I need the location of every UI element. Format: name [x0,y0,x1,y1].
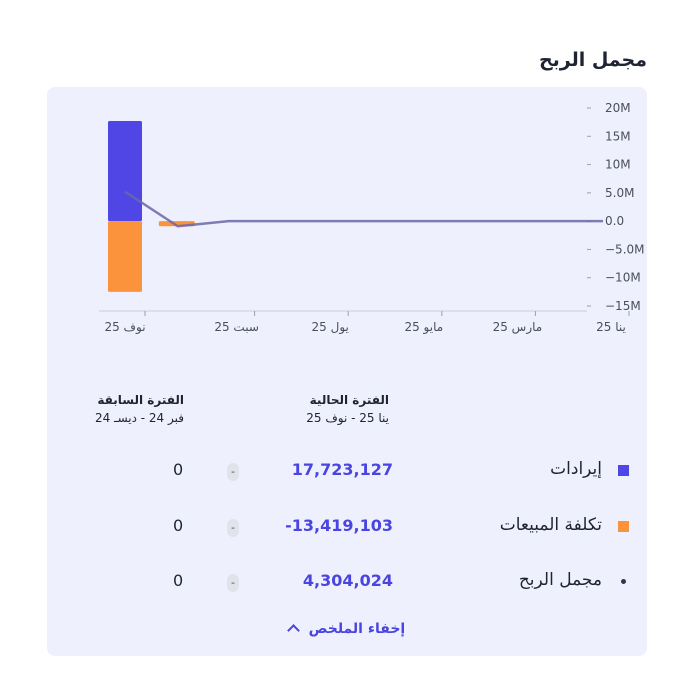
x-tick-label: مارس 25 [493,320,543,335]
previous-value: 0 [173,460,184,479]
y-tick-label: −5.0M [605,242,645,256]
widget-title: مجمل الربح [538,49,647,71]
x-tick-label: ينا 25 [596,320,626,334]
current-value: 17,723,127 [291,460,393,479]
current-value: -13,419,103 [285,516,393,535]
summary-row-gross-profit: مجمل الربح 4,304,024 - 0 [47,570,647,600]
y-tick-label: 5.0M [605,186,634,200]
x-tick-label: نوف 25 [104,320,145,335]
chart-card: 20M 15M 10M 5.0M 0.0 −5.0M −10M −15M نوف 25 سبت 2… [47,87,647,656]
previous-value: 0 [173,571,184,590]
x-tick-label: مايو 25 [404,320,443,335]
gross-profit-chart: 20M 15M 10M 5.0M 0.0 −5.0M −10M −15M نوف 25 سبت 2… [99,101,645,335]
summary-row-cost-of-sales: تكلفة المبيعات -13,419,103 - 0 [47,515,647,545]
current-period-title: الفترة الحالية [309,393,389,407]
change-badge: - [227,519,239,537]
y-tick-label: 10M [605,158,631,172]
summary-row-label: مجمل الربح [518,570,602,590]
summary-row-label: تكلفة المبيعات [499,515,602,535]
current-value: 4,304,024 [302,571,393,590]
previous-period-title: الفترة السابقة [97,393,184,407]
y-tick-label: 15M [605,129,631,143]
change-badge: - [227,574,239,592]
bar-bar-0 [108,121,142,222]
chevron-up-icon [286,624,300,637]
change-badge: - [227,463,239,481]
bar-bar-0 [108,221,142,292]
hide-summary-label: إخفاء الملخص [308,621,406,637]
previous-period-range: فبر 24 - ديسـ 24 [94,411,184,425]
y-tick-label: −10M [605,271,641,285]
gross-profit-line [124,190,603,228]
summary-row-label: إيرادات [550,459,602,479]
x-tick-label: سبت 25 [214,320,259,334]
revenue-legend-square [618,465,629,476]
current-period-header: الفترة الحالية ينا 25 - نوف 25 [306,391,389,427]
x-tick-label: يول 25 [312,320,349,335]
hide-summary-toggle[interactable]: إخفاء الملخص [47,621,647,637]
y-tick-label: 0.0 [605,214,624,228]
previous-period-header: الفترة السابقة فبر 24 - ديسـ 24 [95,391,184,427]
summary-row-revenue: إيرادات 17,723,127 - 0 [47,459,647,489]
y-tick-label: −15M [605,299,641,313]
y-tick-label: 20M [605,101,631,115]
gross-profit-legend-dot [621,579,626,584]
cost-legend-square [618,521,629,532]
current-period-range: ينا 25 - نوف 25 [306,411,389,425]
previous-value: 0 [173,516,184,535]
